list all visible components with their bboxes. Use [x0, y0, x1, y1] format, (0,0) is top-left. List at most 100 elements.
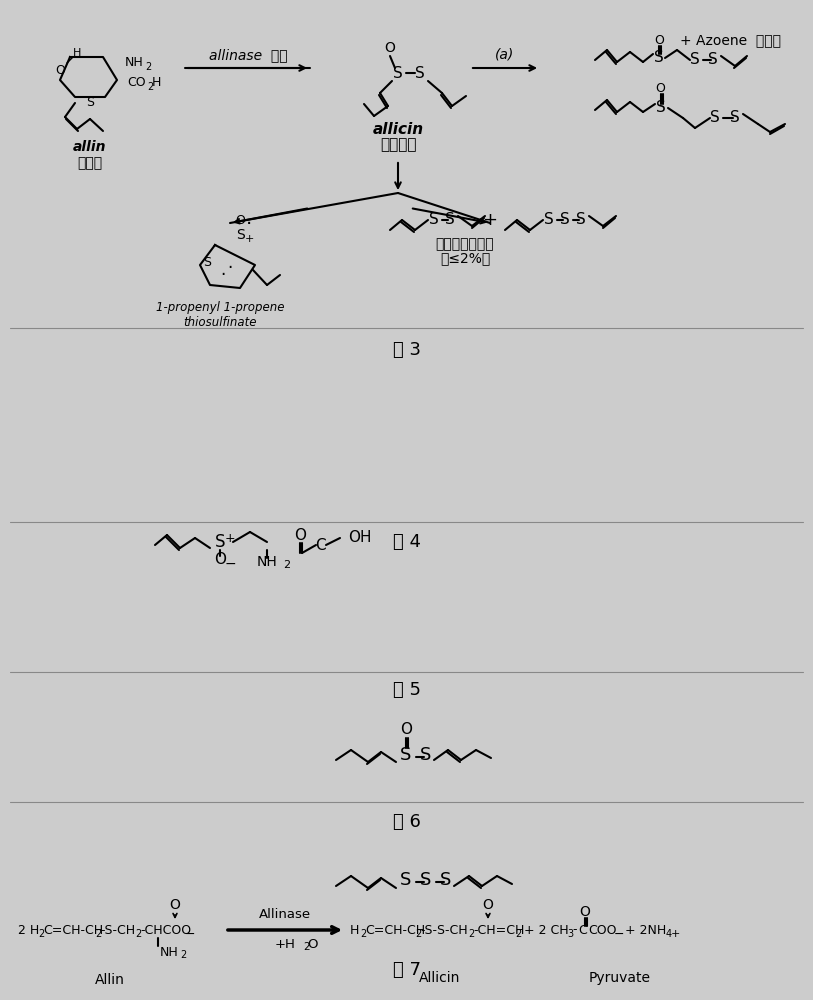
Text: 图 6: 图 6: [393, 813, 420, 831]
Text: + 2NH: + 2NH: [621, 924, 666, 936]
Text: O: O: [170, 898, 180, 912]
Text: 2: 2: [284, 560, 290, 570]
Text: -CH=CH: -CH=CH: [473, 924, 524, 936]
Text: S: S: [690, 52, 700, 68]
Text: C=CH-CH: C=CH-CH: [43, 924, 103, 936]
Text: 2: 2: [304, 942, 311, 952]
Text: C: C: [315, 538, 325, 552]
Text: allinase  蒜酶: allinase 蒜酶: [209, 48, 287, 62]
Text: O: O: [400, 722, 412, 738]
Text: S: S: [710, 110, 720, 125]
Text: Allinase: Allinase: [259, 908, 311, 922]
Text: ·: ·: [220, 266, 226, 284]
Text: OH: OH: [348, 530, 372, 546]
Text: ·: ·: [246, 215, 252, 233]
Text: S: S: [544, 213, 554, 228]
Text: S: S: [420, 746, 432, 764]
Text: O: O: [235, 214, 245, 227]
Text: -S-CH: -S-CH: [100, 924, 135, 936]
Text: 图 4: 图 4: [393, 533, 420, 551]
Text: 2: 2: [135, 929, 141, 939]
Text: 4: 4: [666, 929, 672, 939]
Text: S: S: [708, 52, 718, 68]
Text: S: S: [400, 871, 411, 889]
Text: NH: NH: [125, 56, 144, 70]
Text: S: S: [654, 50, 664, 66]
Text: O: O: [307, 938, 317, 950]
Text: 图 5: 图 5: [393, 681, 420, 699]
Text: +: +: [245, 234, 254, 244]
Text: S: S: [203, 255, 211, 268]
Text: +: +: [671, 929, 680, 939]
Text: S: S: [415, 66, 425, 81]
Text: 蒜氨酸: 蒜氨酸: [77, 156, 102, 170]
Text: 2: 2: [38, 929, 44, 939]
Text: 3: 3: [567, 929, 573, 939]
Text: S: S: [656, 101, 666, 115]
Text: O: O: [654, 33, 664, 46]
Text: S: S: [730, 110, 740, 125]
Text: Allicin: Allicin: [420, 971, 461, 985]
Text: -: -: [572, 924, 576, 936]
Text: C=CH-CH: C=CH-CH: [365, 924, 425, 936]
Text: O: O: [483, 898, 493, 912]
Text: S: S: [393, 66, 403, 81]
Text: Pyruvate: Pyruvate: [589, 971, 651, 985]
Text: 图 3: 图 3: [393, 341, 420, 359]
Text: S: S: [400, 746, 411, 764]
Text: S: S: [576, 213, 586, 228]
Text: 2: 2: [145, 62, 151, 72]
Text: 2 H: 2 H: [18, 924, 39, 936]
Text: O: O: [55, 64, 65, 77]
Text: 2: 2: [415, 929, 421, 939]
Text: thiosulfinate: thiosulfinate: [183, 316, 257, 328]
Text: （≤2%）: （≤2%）: [440, 251, 490, 265]
Text: 2: 2: [515, 929, 521, 939]
Text: H: H: [152, 77, 161, 90]
Text: allin: allin: [73, 140, 107, 154]
Text: 2: 2: [468, 929, 474, 939]
Text: H: H: [350, 924, 359, 936]
Text: −: −: [614, 928, 624, 940]
Text: S: S: [446, 213, 455, 228]
Text: ·: ·: [228, 259, 233, 277]
Text: 2: 2: [180, 950, 186, 960]
Text: 1-propenyl 1-propene: 1-propenyl 1-propene: [156, 302, 285, 314]
Text: C: C: [578, 924, 587, 936]
Text: + 2 CH: + 2 CH: [520, 924, 568, 936]
Text: +: +: [224, 532, 235, 544]
Text: S: S: [560, 213, 570, 228]
Text: S: S: [236, 228, 245, 242]
Text: +: +: [482, 211, 498, 229]
Text: S: S: [441, 871, 452, 889]
Text: O: O: [214, 552, 226, 568]
Text: 图 7: 图 7: [393, 961, 420, 979]
Text: 2: 2: [147, 82, 153, 92]
Text: Allin: Allin: [95, 973, 125, 987]
Text: -S-S-CH: -S-S-CH: [420, 924, 467, 936]
Text: 2: 2: [360, 929, 366, 939]
Text: 大蒜辣素: 大蒜辣素: [380, 137, 416, 152]
Text: O: O: [580, 905, 590, 919]
Text: 二烯丙基硫化物: 二烯丙基硫化物: [436, 237, 494, 251]
Text: 2: 2: [95, 929, 102, 939]
Text: −: −: [224, 557, 236, 571]
Text: NH: NH: [160, 946, 179, 958]
Text: (a): (a): [495, 48, 515, 62]
Text: CO: CO: [127, 77, 146, 90]
Text: H: H: [73, 48, 81, 58]
Text: -CHCOO: -CHCOO: [140, 924, 191, 936]
Text: COO: COO: [588, 924, 616, 936]
Text: + Azoene  阿霍烯: + Azoene 阿霍烯: [680, 33, 781, 47]
Text: S: S: [86, 96, 94, 108]
Text: +H: +H: [275, 938, 295, 950]
Text: S: S: [215, 533, 225, 551]
Text: O: O: [655, 82, 665, 95]
Text: −: −: [185, 928, 195, 940]
Text: S: S: [420, 871, 432, 889]
Text: NH: NH: [257, 555, 277, 569]
Text: O: O: [385, 41, 395, 55]
Text: allicin: allicin: [372, 122, 424, 137]
Text: O: O: [294, 528, 306, 542]
Text: S: S: [429, 213, 439, 228]
